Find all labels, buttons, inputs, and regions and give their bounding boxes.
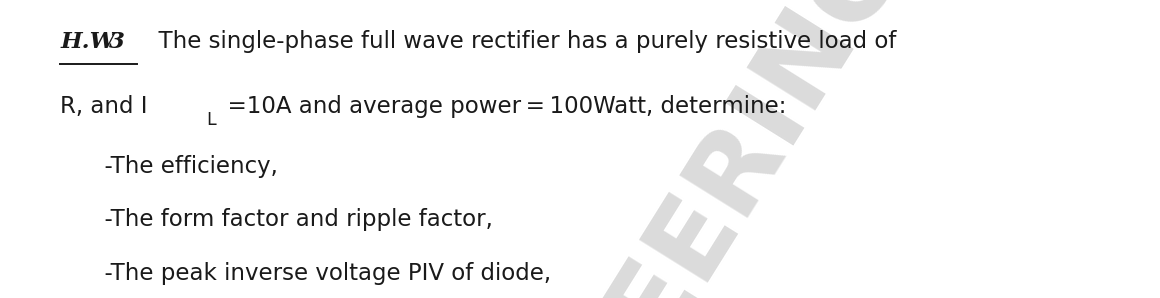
Text: =10A and average power = 100Watt, determine:: =10A and average power = 100Watt, determ…	[223, 95, 786, 118]
Text: -The efficiency,: -The efficiency,	[90, 155, 278, 178]
Text: 3: 3	[109, 31, 125, 53]
Text: L: L	[206, 111, 216, 129]
Text: -The form factor and ripple factor,: -The form factor and ripple factor,	[90, 209, 493, 232]
Text: H.W: H.W	[60, 31, 116, 53]
Text: The single-phase full wave rectifier has a purely resistive load of: The single-phase full wave rectifier has…	[144, 30, 897, 53]
Text: -The peak inverse voltage PIV of diode,: -The peak inverse voltage PIV of diode,	[90, 262, 552, 285]
Text: R, and I: R, and I	[60, 95, 147, 118]
Text: NEERING: NEERING	[538, 0, 923, 298]
